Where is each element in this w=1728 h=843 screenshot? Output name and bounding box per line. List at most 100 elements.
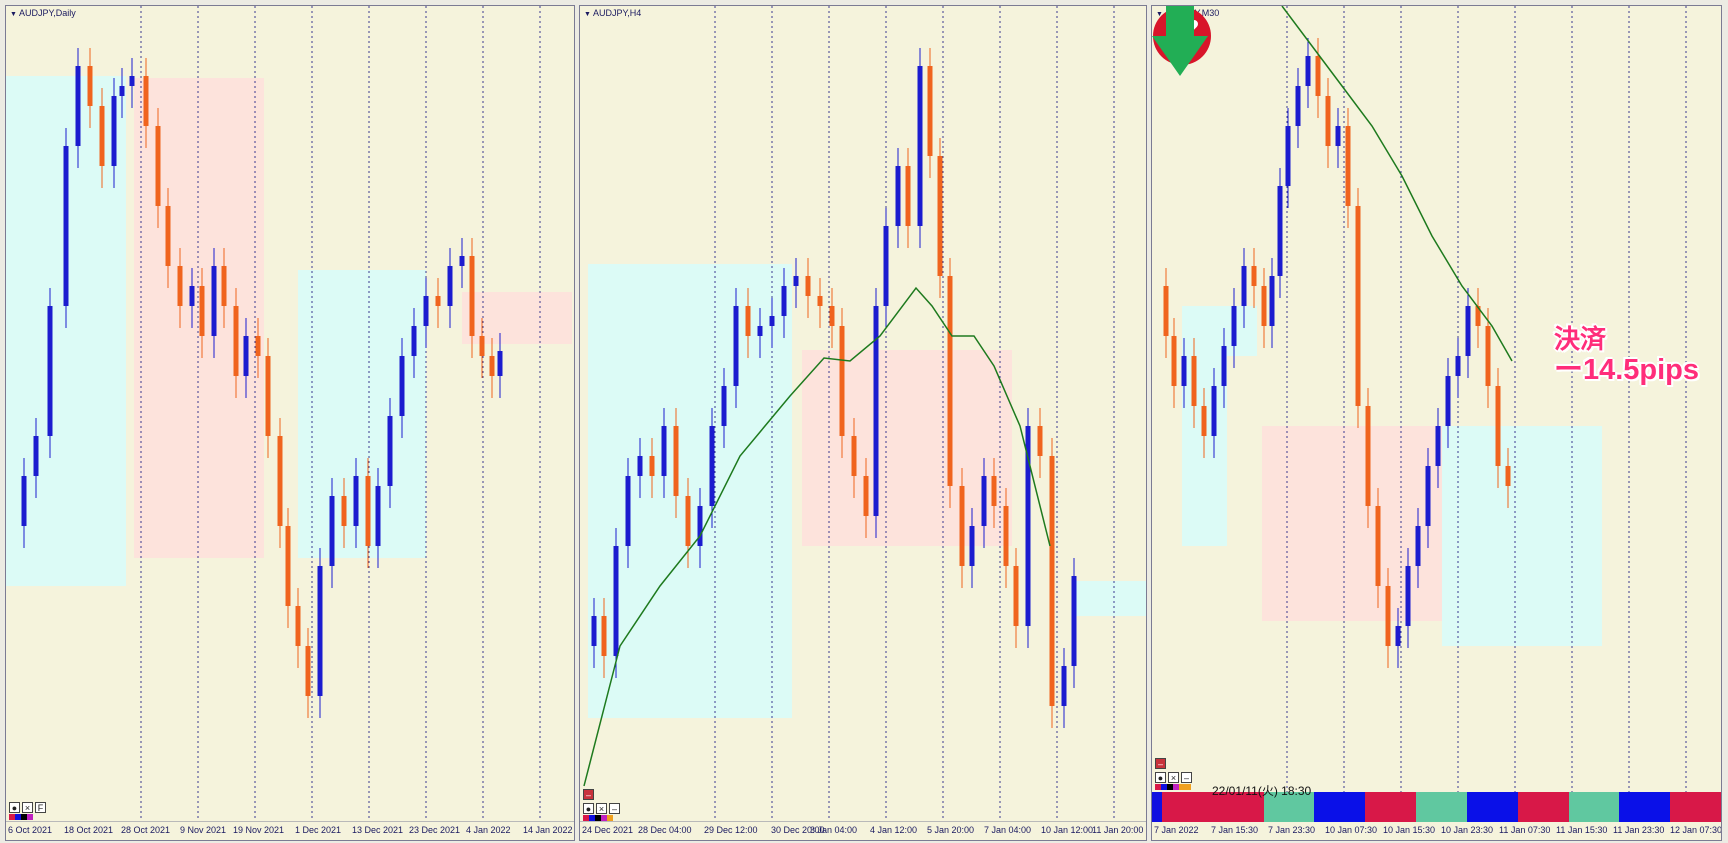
flag-button[interactable]: F: [35, 802, 46, 813]
candle-body: [435, 296, 441, 306]
time-label: 12 Jan 07:30: [1670, 825, 1722, 835]
pin-icon[interactable]: ●: [1155, 772, 1166, 783]
candle-body: [637, 456, 643, 476]
time-label: 7 Jan 2022: [1154, 825, 1199, 835]
chart-title: ▼ AUDJPY,H4: [584, 8, 642, 18]
close-icon[interactable]: ×: [596, 803, 607, 814]
time-label: 29 Dec 12:00: [704, 825, 758, 835]
candle-body: [497, 351, 503, 376]
candle-body: [1345, 126, 1351, 206]
collapse-button[interactable]: –: [1155, 758, 1166, 769]
time-label: 6 Oct 2021: [8, 825, 53, 835]
candle-body: [1277, 186, 1283, 276]
collapse-button[interactable]: –: [583, 789, 594, 800]
chart-toolbox: ● × F: [9, 802, 46, 813]
candle-body: [1325, 96, 1331, 146]
candle-body: [1191, 356, 1197, 406]
signal-segment: [1466, 792, 1518, 822]
candle-body: [423, 296, 429, 326]
candle-body: [709, 426, 715, 506]
signal-segment: [1517, 792, 1569, 822]
candle-body: [177, 266, 183, 306]
candle-body: [1435, 426, 1441, 466]
time-label: 28 Oct 2021: [121, 825, 171, 835]
candle-body: [1211, 386, 1217, 436]
candle-body: [221, 266, 227, 306]
candle-body: [399, 356, 405, 416]
candle-body: [1049, 456, 1055, 706]
candle-body: [805, 276, 811, 296]
candle-body: [1385, 586, 1391, 646]
candle-body: [243, 336, 249, 376]
candle-body: [591, 616, 597, 646]
candle-body: [1163, 286, 1169, 336]
candle-body: [1305, 56, 1311, 86]
close-icon[interactable]: ×: [22, 802, 33, 813]
price-chart-m30[interactable]: [1152, 6, 1721, 840]
candle-body: [649, 456, 655, 476]
pin-icon[interactable]: ●: [9, 802, 20, 813]
candle-body: [781, 286, 787, 316]
signal-segment: [1162, 792, 1213, 822]
pin-icon[interactable]: ●: [583, 803, 594, 814]
candle-body: [839, 326, 845, 436]
signal-segment: [1212, 792, 1264, 822]
time-label: 3 Jan 04:00: [810, 825, 858, 835]
candle-body: [829, 306, 835, 326]
minimize-icon[interactable]: –: [609, 803, 620, 814]
signal-segment: [1619, 792, 1671, 822]
candle-body: [883, 226, 889, 306]
color-swatches: [9, 814, 33, 820]
price-chart-h4[interactable]: [580, 6, 1146, 840]
candle-body: [165, 206, 171, 266]
candle-body: [947, 276, 953, 486]
candle-body: [1231, 306, 1237, 346]
candle-body: [387, 416, 393, 486]
chart-window-m30[interactable]: ▼AUDJPY,M30 – ● × – 22/01/11(火) 18:30 決済…: [1151, 5, 1722, 841]
candle-body: [479, 336, 485, 356]
candle-body: [1181, 356, 1187, 386]
time-label: 10 Jan 15:30: [1383, 825, 1436, 835]
time-label: 13 Dec 2021: [352, 825, 404, 835]
candle-body: [1415, 526, 1421, 566]
signal-segment: [1416, 792, 1467, 822]
candle-body: [353, 476, 359, 526]
chart-window-h4[interactable]: ▼ AUDJPY,H4 ● × – – 24 Dec 2021 28 Dec 04…: [579, 5, 1147, 841]
candle-body: [33, 436, 39, 476]
candle-body: [1395, 626, 1401, 646]
candle-body: [769, 316, 775, 326]
candle-body: [1335, 126, 1341, 146]
candle-body: [119, 86, 125, 96]
time-label: 11 Jan 07:30: [1499, 825, 1551, 835]
time-label: 4 Jan 12:00: [870, 825, 918, 835]
candle-body: [895, 166, 901, 226]
candle-body: [1495, 386, 1501, 466]
time-label: 4 Jan 2022: [466, 825, 511, 835]
candle-body: [199, 286, 205, 336]
minimize-icon[interactable]: –: [1181, 772, 1192, 783]
candle-body: [87, 66, 93, 106]
candle-body: [255, 336, 261, 356]
price-chart-daily[interactable]: [6, 6, 574, 840]
candle-body: [793, 276, 799, 286]
time-label: 11 Jan 20:00: [1092, 825, 1144, 835]
candle-body: [375, 486, 381, 546]
candle-body: [1071, 576, 1077, 666]
candle-body: [1505, 466, 1511, 486]
zone-box: [134, 78, 264, 558]
candle-body: [733, 306, 739, 386]
chart-window-daily[interactable]: ▼ AUDJPY,Daily ● × F 6 Oct 2021 18 Oct 20…: [5, 5, 575, 841]
candle-body: [447, 266, 453, 306]
candle-body: [673, 426, 679, 496]
zone-box: [298, 270, 426, 558]
close-icon[interactable]: ×: [1168, 772, 1179, 783]
annotation-line1: 決済: [1553, 324, 1606, 354]
candle-body: [927, 66, 933, 156]
candle-body: [1375, 506, 1381, 586]
candle-body: [1365, 406, 1371, 506]
candle-body: [285, 526, 291, 606]
candle-body: [1445, 376, 1451, 426]
candle-body: [1465, 306, 1471, 356]
time-label: 19 Nov 2021: [233, 825, 285, 835]
candle-body: [489, 356, 495, 376]
